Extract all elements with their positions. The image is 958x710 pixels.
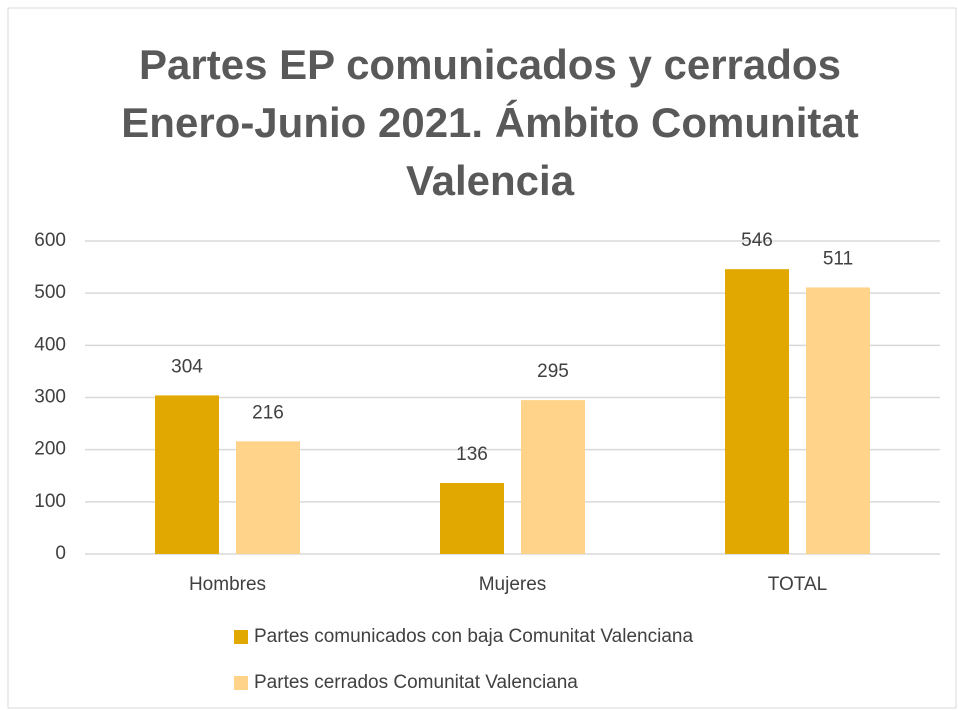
data-label: 295 [537,361,569,382]
x-tick-label: Mujeres [479,574,547,595]
data-label: 216 [252,402,284,423]
data-label: 136 [456,444,488,465]
bar [155,395,219,554]
y-tick-label: 500 [34,282,66,303]
y-tick-label: 200 [34,439,66,460]
legend-label: Partes comunicados con baja Comunitat Va… [254,626,693,647]
legend-label: Partes cerrados Comunitat Valenciana [254,672,578,693]
legend-swatch [234,630,248,644]
bar [521,400,585,554]
bar [725,269,789,554]
data-label: 304 [171,356,203,377]
y-tick-label: 0 [55,543,66,564]
x-tick-label: TOTAL [768,574,827,595]
y-tick-label: 300 [34,387,66,408]
bar [806,287,870,554]
chart-title: Partes EP comunicados y cerrados Enero-J… [121,41,859,204]
y-tick-label: 600 [34,230,66,251]
bar [440,483,504,554]
x-tick-label: Hombres [189,574,266,595]
y-tick-label: 100 [34,491,66,512]
data-label: 511 [823,248,853,269]
y-tick-label: 400 [34,334,66,355]
legend-swatch [234,676,248,690]
data-label: 546 [741,230,773,251]
bar [236,441,300,554]
chart-border [7,7,957,709]
